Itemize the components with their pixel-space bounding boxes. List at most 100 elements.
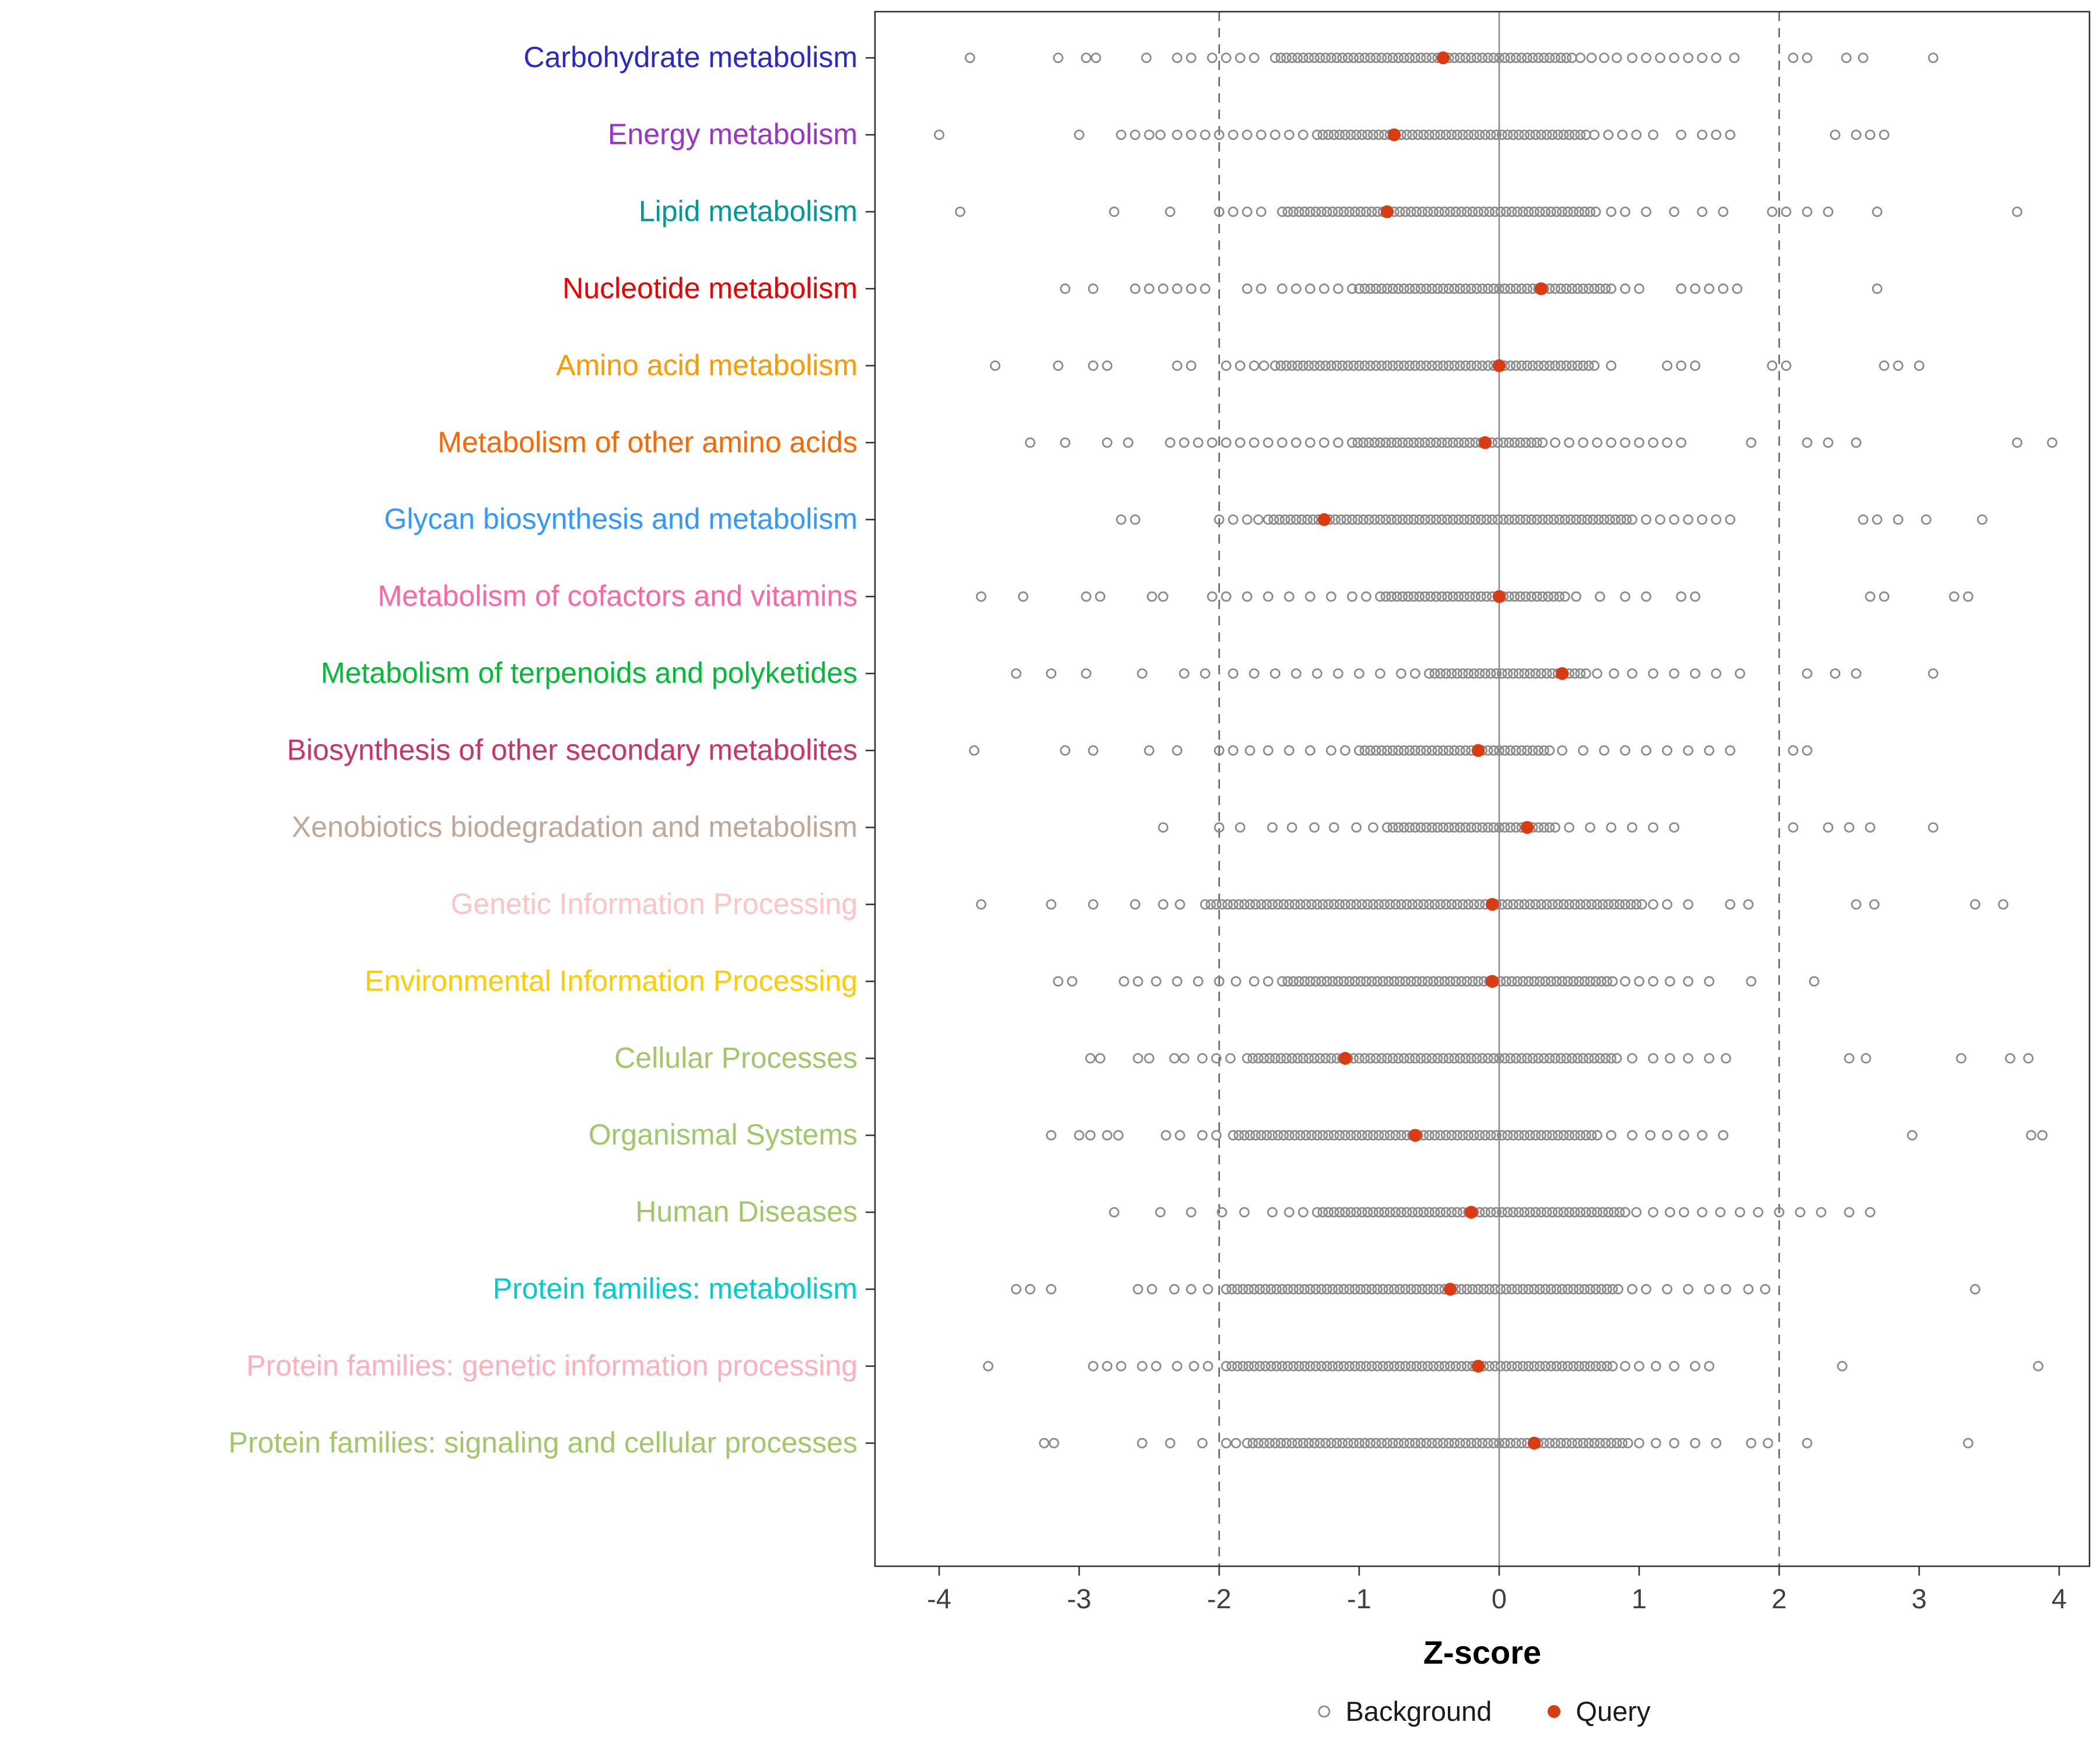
background-point bbox=[1540, 1284, 1551, 1294]
background-point bbox=[1456, 976, 1467, 987]
background-point bbox=[1746, 976, 1756, 987]
background-point bbox=[1305, 1361, 1315, 1371]
x-axis-tick-label: -4 bbox=[927, 1583, 951, 1614]
background-point bbox=[1172, 130, 1182, 140]
background-point bbox=[1046, 668, 1056, 679]
background-point bbox=[1641, 745, 1651, 756]
background-point bbox=[1298, 1053, 1308, 1064]
background-point bbox=[1347, 284, 1357, 294]
background-point bbox=[1536, 899, 1546, 910]
background-point bbox=[1305, 437, 1315, 448]
background-point bbox=[1711, 668, 1721, 679]
background-point bbox=[1405, 1284, 1416, 1294]
background-point bbox=[1365, 745, 1376, 756]
background-point bbox=[1704, 284, 1714, 294]
background-point bbox=[1141, 52, 1152, 64]
background-point bbox=[1372, 1284, 1383, 1294]
background-point bbox=[1435, 899, 1446, 910]
background-point bbox=[1359, 360, 1370, 371]
background-point bbox=[1583, 1438, 1594, 1448]
background-point bbox=[1235, 437, 1245, 448]
background-point bbox=[1606, 437, 1616, 448]
background-point bbox=[1468, 130, 1479, 140]
background-point bbox=[1408, 591, 1419, 602]
background-point bbox=[1397, 591, 1408, 602]
background-point bbox=[1295, 1130, 1306, 1141]
legend-label-query: Query bbox=[1576, 1696, 1651, 1727]
query-point bbox=[1486, 898, 1499, 911]
background-point bbox=[1557, 745, 1567, 756]
background-point bbox=[1158, 899, 1168, 910]
background-point bbox=[1018, 591, 1028, 602]
background-point bbox=[1583, 360, 1594, 371]
background-point bbox=[1499, 284, 1510, 294]
background-point bbox=[1102, 1130, 1112, 1141]
background-point bbox=[1292, 52, 1303, 64]
background-point bbox=[1316, 976, 1327, 987]
background-point bbox=[1060, 284, 1070, 294]
background-point bbox=[1704, 1284, 1714, 1294]
background-point bbox=[1258, 1053, 1269, 1064]
background-point bbox=[1678, 1207, 1689, 1218]
background-point bbox=[1393, 745, 1404, 756]
background-point bbox=[1538, 745, 1549, 756]
background-point bbox=[1132, 1053, 1143, 1064]
background-point bbox=[1683, 976, 1693, 987]
background-point bbox=[1426, 52, 1437, 64]
background-point bbox=[1155, 1207, 1166, 1218]
background-point bbox=[1260, 1284, 1271, 1294]
background-point bbox=[1095, 1053, 1105, 1064]
background-point bbox=[1293, 206, 1304, 217]
background-point bbox=[1582, 514, 1593, 525]
background-point bbox=[1510, 745, 1521, 756]
background-point bbox=[1544, 360, 1555, 371]
background-point bbox=[1359, 52, 1370, 64]
background-point bbox=[1421, 1438, 1432, 1448]
background-point bbox=[1253, 1438, 1264, 1448]
background-point bbox=[1263, 976, 1273, 987]
category-label: Xenobiotics biodegradation and metabolis… bbox=[292, 810, 858, 843]
background-point bbox=[1585, 1361, 1595, 1371]
background-point bbox=[1326, 1053, 1336, 1064]
background-point bbox=[1485, 668, 1496, 679]
background-point bbox=[1088, 745, 1098, 756]
background-point bbox=[1432, 284, 1443, 294]
background-point bbox=[1372, 976, 1383, 987]
background-point bbox=[1457, 899, 1468, 910]
background-point bbox=[1555, 52, 1566, 64]
background-point bbox=[1510, 1053, 1521, 1064]
background-point bbox=[1375, 437, 1385, 448]
background-point bbox=[1551, 1361, 1562, 1371]
background-point bbox=[1454, 360, 1465, 371]
background-point bbox=[1351, 130, 1362, 140]
background-point bbox=[1393, 1053, 1404, 1064]
background-point bbox=[1513, 899, 1524, 910]
background-point bbox=[1562, 206, 1573, 217]
background-point bbox=[1146, 591, 1157, 602]
background-point bbox=[1631, 899, 1642, 910]
background-point bbox=[1555, 1053, 1566, 1064]
background-point bbox=[1237, 1284, 1248, 1294]
background-point bbox=[1415, 822, 1426, 833]
background-point bbox=[1561, 284, 1572, 294]
background-point bbox=[1515, 514, 1525, 525]
background-point bbox=[1550, 1438, 1560, 1448]
background-point bbox=[1501, 1361, 1511, 1371]
background-point bbox=[1113, 1130, 1124, 1141]
background-point bbox=[1447, 514, 1458, 525]
background-point bbox=[1544, 1438, 1555, 1448]
background-point bbox=[1753, 1207, 1763, 1218]
background-point bbox=[1669, 206, 1679, 217]
background-point bbox=[1345, 130, 1356, 140]
background-point bbox=[1541, 899, 1552, 910]
background-point bbox=[1606, 1053, 1616, 1064]
background-point bbox=[1186, 284, 1196, 294]
background-point bbox=[1568, 206, 1579, 217]
background-point bbox=[1172, 976, 1182, 987]
background-point bbox=[1550, 822, 1560, 833]
background-point bbox=[1197, 1130, 1208, 1141]
background-point bbox=[1414, 591, 1425, 602]
background-point bbox=[1419, 437, 1430, 448]
background-point bbox=[1338, 1284, 1349, 1294]
background-point bbox=[1468, 668, 1479, 679]
